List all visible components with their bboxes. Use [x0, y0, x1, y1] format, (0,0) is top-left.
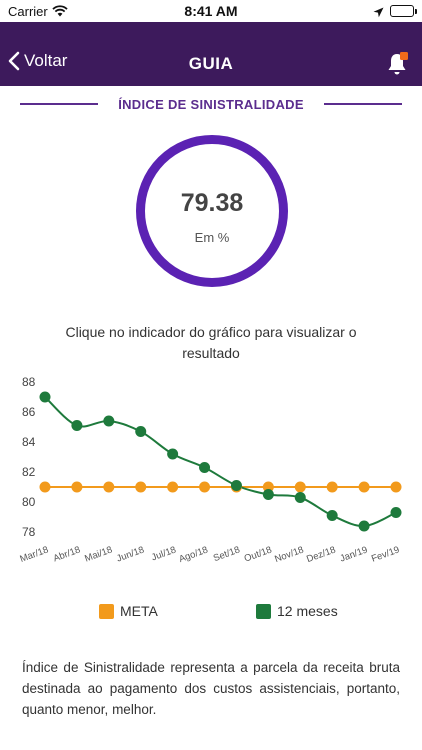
x-tick-label: Dez/18	[305, 544, 337, 565]
x-tick-label: Mar/18	[18, 544, 50, 564]
data-point-12-meses[interactable]	[230, 480, 242, 491]
y-tick-label: 84	[22, 435, 36, 449]
data-point-12-meses[interactable]	[294, 492, 306, 503]
data-point-12-meses[interactable]	[262, 489, 274, 500]
location-arrow-icon	[373, 5, 384, 23]
data-point-12-meses[interactable]	[326, 510, 338, 521]
y-tick-label: 86	[22, 405, 36, 419]
x-tick-label: Jun/18	[115, 544, 146, 564]
data-point-12-meses[interactable]	[39, 391, 51, 403]
data-point-meta[interactable]	[358, 481, 370, 493]
legend-label-12-meses: 12 meses	[277, 603, 338, 619]
data-point-meta[interactable]	[103, 481, 115, 493]
data-point-12-meses[interactable]	[390, 507, 402, 518]
y-tick-label: 80	[22, 495, 36, 509]
divider-right	[323, 103, 403, 105]
data-point-meta[interactable]	[39, 481, 51, 493]
data-point-12-meses[interactable]	[135, 426, 147, 437]
battery-icon	[390, 5, 417, 17]
data-point-meta[interactable]	[71, 481, 83, 493]
data-point-12-meses[interactable]	[71, 420, 83, 431]
data-point-12-meses[interactable]	[199, 462, 211, 473]
section-header: ÍNDICE DE SINISTRALIDADE	[20, 94, 403, 114]
x-tick-label: Jul/18	[150, 544, 178, 563]
x-tick-label: Jan/19	[339, 544, 370, 564]
back-button-label: Voltar	[24, 51, 68, 70]
chart-legend: META 12 meses	[0, 603, 422, 623]
series-line-12-meses	[44, 396, 397, 528]
chevron-left-icon	[8, 51, 20, 71]
x-tick-label: Nov/18	[273, 544, 305, 565]
clock-label: 8:41 AM	[184, 3, 238, 19]
back-button[interactable]: Voltar	[8, 51, 67, 71]
chart-hint: Clique no indicador do gráfico para visu…	[65, 324, 357, 361]
y-tick-label: 82	[22, 465, 36, 479]
x-tick-label: Mai/18	[83, 544, 114, 564]
index-gauge: 79.38 Em %	[136, 135, 288, 287]
data-point-meta[interactable]	[326, 481, 338, 493]
legend-item-12-meses[interactable]: 12 meses	[256, 603, 338, 619]
x-tick-label: Ago/18	[178, 544, 210, 565]
chart-canvas[interactable]: 88 86 84 82 80 78 Mar/18 Abr/18 Mai/18 Jun/18 Jul/…	[0, 370, 422, 580]
y-tick-label: 78	[22, 525, 36, 539]
notification-badge	[400, 52, 408, 60]
data-point-meta[interactable]	[135, 481, 147, 493]
data-point-meta[interactable]	[167, 481, 179, 493]
line-chart[interactable]: 88 86 84 82 80 78 Mar/18 Abr/18 Mai/18 Jun/18 Jul/…	[0, 370, 422, 580]
index-value: 79.38	[180, 189, 244, 217]
y-tick-label: 88	[22, 375, 36, 389]
notification-bell-button[interactable]	[386, 51, 410, 82]
data-point-meta[interactable]	[199, 481, 211, 493]
carrier-label: Carrier	[8, 4, 48, 19]
x-tick-label: Set/18	[212, 544, 242, 564]
index-unit: Em %	[194, 230, 230, 245]
data-point-meta[interactable]	[294, 481, 306, 493]
legend-label-meta: META	[120, 603, 158, 619]
x-tick-label: Out/18	[243, 544, 274, 564]
data-point-12-meses[interactable]	[103, 415, 115, 427]
navigation-bar: Voltar GUIA	[0, 22, 422, 86]
status-bar: Carrier 8:41 AM	[0, 0, 422, 22]
x-tick-label: Abr/18	[52, 544, 82, 564]
index-description: Índice de Sinistralidade representa a pa…	[22, 660, 400, 717]
divider-left	[20, 103, 99, 105]
legend-swatch-meta	[99, 603, 114, 619]
section-title: ÍNDICE DE SINISTRALIDADE	[118, 96, 304, 112]
data-point-12-meses[interactable]	[358, 520, 370, 532]
wifi-icon	[52, 4, 68, 22]
data-point-12-meses[interactable]	[167, 448, 179, 460]
x-tick-label: Fev/19	[370, 544, 401, 564]
legend-item-meta[interactable]: META	[99, 603, 158, 619]
legend-swatch-12-meses	[256, 603, 271, 619]
bell-icon	[388, 52, 408, 75]
data-point-meta[interactable]	[390, 481, 402, 493]
